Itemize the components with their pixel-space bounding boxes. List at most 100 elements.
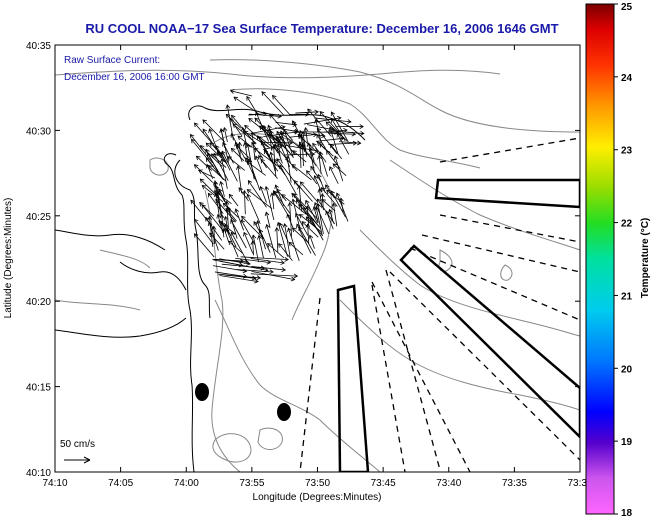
current-vector: [205, 157, 224, 180]
current-vector-head: [360, 130, 365, 136]
current-vector-head: [225, 104, 231, 109]
current-vector-head: [317, 155, 322, 160]
current-vector-head: [306, 142, 312, 147]
current-vector-head: [256, 275, 262, 281]
current-vector: [241, 216, 264, 240]
current-vector-head: [264, 211, 270, 217]
current-vector: [300, 181, 318, 202]
current-vector-head: [308, 147, 314, 152]
current-vector: [313, 206, 319, 223]
current-vector: [284, 153, 315, 156]
current-vector-head: [316, 127, 322, 133]
current-vector: [220, 221, 230, 235]
current-vector: [321, 199, 336, 212]
current-vector-head: [320, 193, 325, 198]
current-vector: [201, 204, 225, 232]
current-vector-head: [266, 259, 272, 265]
current-vector: [246, 160, 266, 176]
current-vector-head: [325, 184, 330, 190]
current-vector: [325, 184, 335, 199]
current-vector-head: [223, 215, 229, 221]
current-vector-head: [245, 160, 251, 166]
map-area: Raw Surface Current: December 16, 2006 1…: [55, 55, 580, 472]
current-vector: [224, 224, 237, 248]
current-vector-head: [248, 117, 253, 123]
current-vector: [252, 241, 255, 256]
current-vector: [260, 186, 267, 203]
current-vector-head: [312, 142, 317, 148]
current-vector: [239, 142, 241, 159]
current-vector: [254, 148, 283, 171]
current-vector: [247, 189, 273, 210]
current-vector-head: [273, 158, 278, 164]
y-tick-label: 40:15: [26, 383, 51, 394]
current-vector: [295, 213, 309, 236]
current-vector: [209, 142, 221, 154]
current-vector-head: [303, 126, 309, 132]
current-vector: [267, 243, 285, 259]
current-vector: [200, 145, 223, 167]
colorbar: [585, 3, 615, 515]
current-vector-head: [280, 125, 286, 130]
current-vector-head: [282, 129, 288, 134]
current-vector: [211, 153, 227, 168]
current-vector: [265, 212, 271, 228]
current-vector-head: [291, 198, 296, 204]
current-vector-head: [318, 151, 324, 156]
current-vector-head: [291, 120, 297, 125]
y-axis: 40:35 40:30 40:25 40:20 40:15 40:10: [26, 41, 580, 479]
current-vector-head: [199, 201, 204, 207]
current-vector-head: [194, 218, 199, 224]
current-vector: [305, 127, 308, 143]
current-vector: [215, 193, 220, 217]
current-vector: [251, 271, 295, 280]
current-vector: [272, 95, 291, 116]
current-vector-head: [306, 170, 311, 175]
current-vector: [214, 180, 222, 216]
current-vector-head: [190, 138, 196, 144]
x-tick-label: 74:10: [42, 478, 67, 489]
current-vector: [251, 265, 286, 271]
current-vector-head: [242, 273, 248, 279]
current-vector-head: [246, 95, 251, 101]
current-vector-head: [222, 126, 228, 132]
current-vector: [221, 214, 225, 238]
current-vector-head: [276, 221, 282, 227]
current-vector: [315, 206, 323, 236]
current-vector-head: [242, 141, 248, 147]
current-vector-head: [328, 208, 333, 214]
current-vector: [223, 127, 228, 142]
current-vector-head: [313, 175, 318, 180]
current-vector-head: [295, 212, 300, 218]
current-vector: [315, 119, 322, 143]
y-tick-label: 40:10: [26, 468, 51, 479]
current-vector-head: [262, 125, 267, 130]
current-vector: [230, 133, 246, 159]
current-vector: [230, 90, 253, 97]
map-title: RU COOL NOAA−17 Sea Surface Temperature:…: [85, 21, 558, 36]
current-vector: [286, 156, 292, 183]
current-vector-head: [356, 140, 362, 146]
y-tick-label: 40:25: [26, 212, 51, 223]
current-vector: [276, 189, 287, 202]
current-vector: [303, 117, 341, 125]
current-vector-head: [291, 227, 297, 233]
current-vector-head: [264, 185, 270, 191]
current-vector-head: [251, 141, 256, 147]
current-vector: [247, 144, 255, 180]
current-vector: [266, 224, 277, 258]
current-vector: [231, 148, 245, 162]
current-vector-head: [255, 111, 260, 117]
current-vector-head: [275, 135, 280, 141]
current-vector-head: [299, 181, 305, 187]
current-vector-head: [280, 260, 285, 265]
current-vector-head: [261, 91, 266, 96]
current-vector: [276, 158, 299, 187]
x-tick-label: 73:30: [567, 478, 592, 489]
current-vector: [329, 126, 339, 155]
current-vector: [228, 194, 239, 207]
current-vector-head: [347, 119, 352, 124]
station-marker-1: [195, 383, 209, 401]
current-vector: [225, 114, 241, 129]
current-vector-head: [329, 143, 335, 149]
